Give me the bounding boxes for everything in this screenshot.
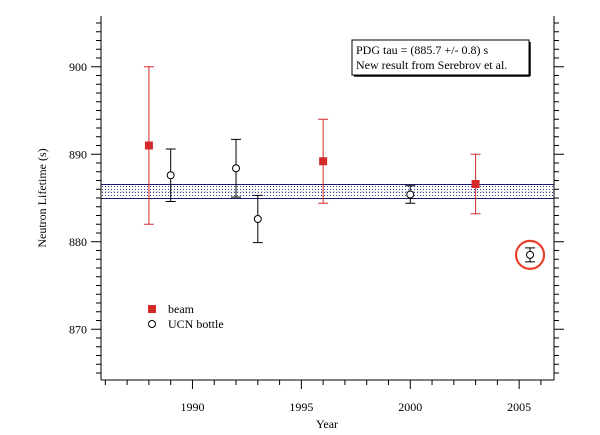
x-tick-label: 2005 bbox=[507, 400, 531, 414]
data-point-ucn-bottle bbox=[252, 194, 263, 244]
marker-square bbox=[319, 157, 328, 166]
data-point-ucn-bottle bbox=[231, 138, 242, 198]
y-tick-label: 900 bbox=[69, 60, 87, 74]
legend-marker-ucn-bottle bbox=[148, 320, 156, 328]
annotation-box-frame bbox=[351, 39, 530, 76]
y-axis-title: Neutron Lifetime (s) bbox=[35, 148, 49, 247]
annotation-line-pdg: PDG tau = (885.7 +/- 0.8) s bbox=[356, 43, 489, 57]
data-point-ucn-bottle bbox=[514, 239, 546, 270]
data-point-beam bbox=[143, 66, 154, 225]
data-point-ucn-bottle bbox=[405, 185, 416, 204]
axis-ticks bbox=[91, 22, 564, 389]
marker-square bbox=[144, 141, 153, 150]
x-axis-title: Year bbox=[316, 417, 338, 431]
annotation-line-new-result: New result from Serebrov et al. bbox=[356, 58, 507, 72]
data-point-beam bbox=[318, 118, 329, 204]
legend: beam UCN bottle bbox=[148, 302, 224, 331]
annotation-box: PDG tau = (885.7 +/- 0.8) s New result f… bbox=[351, 39, 531, 77]
data-point-beam bbox=[470, 153, 481, 215]
legend-marker-beam bbox=[148, 305, 156, 313]
y-tick-label: 890 bbox=[69, 147, 87, 161]
legend-label-beam: beam bbox=[168, 302, 195, 316]
y-tick-label: 870 bbox=[69, 322, 87, 336]
highlight-ring bbox=[514, 239, 546, 270]
marker-circle bbox=[526, 250, 535, 259]
marker-circle bbox=[406, 190, 415, 199]
band-fill bbox=[101, 184, 554, 199]
marker-circle bbox=[253, 215, 262, 223]
marker-circle bbox=[232, 164, 241, 173]
y-tick-label: 880 bbox=[69, 235, 87, 249]
x-tick-label: 1995 bbox=[289, 400, 313, 414]
x-tick-label: 1990 bbox=[180, 400, 204, 414]
legend-label-ucn-bottle: UCN bottle bbox=[168, 317, 224, 331]
data-points bbox=[143, 66, 546, 270]
tick-labels: 870 880 890 900 1990 1995 2000 2005 bbox=[69, 60, 531, 414]
pdg-average-band bbox=[101, 183, 554, 199]
marker-circle bbox=[166, 171, 175, 180]
marker-square bbox=[471, 180, 480, 188]
data-point-ucn-bottle bbox=[165, 148, 176, 202]
x-tick-label: 2000 bbox=[398, 400, 422, 414]
